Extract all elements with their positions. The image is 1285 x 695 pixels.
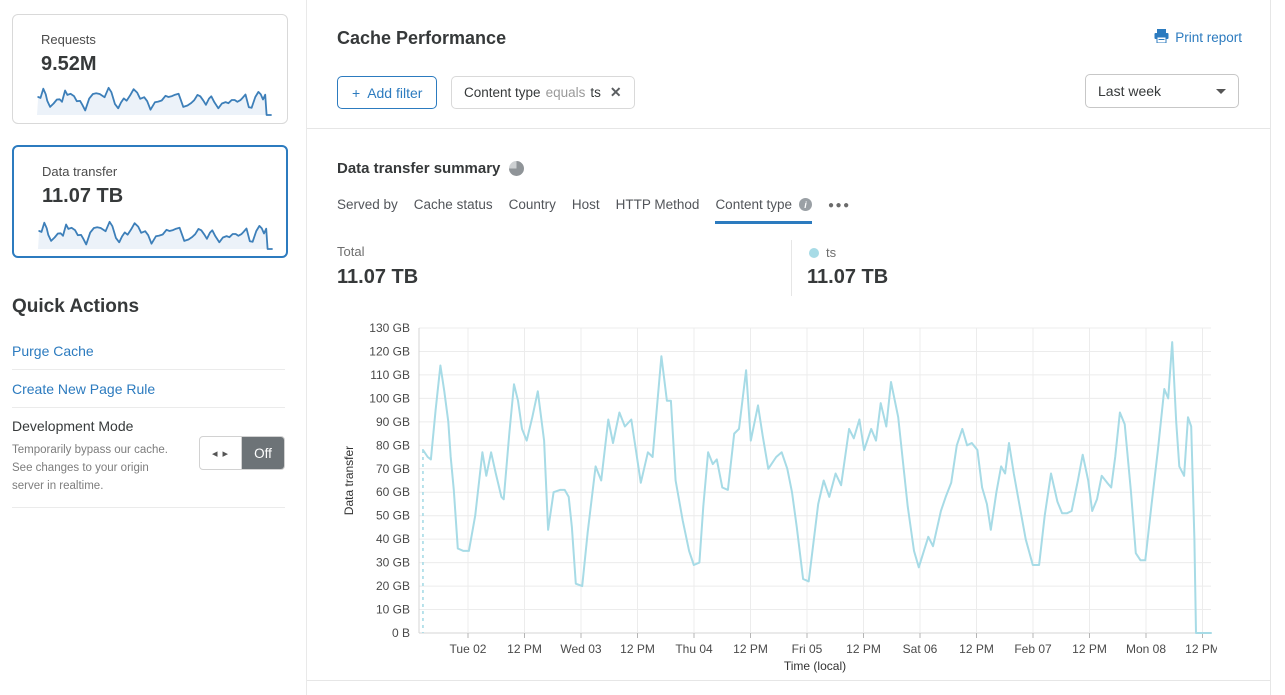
- filter-value: ts: [590, 85, 601, 100]
- svg-text:12 PM: 12 PM: [507, 642, 542, 656]
- development-mode-toggle[interactable]: ◂ ▸ Off: [199, 436, 285, 470]
- info-icon[interactable]: i: [799, 198, 812, 211]
- data-transfer-card[interactable]: Data transfer 11.07 TB: [12, 145, 288, 258]
- divider: [307, 680, 1270, 681]
- data-transfer-card-value: 11.07 TB: [42, 185, 124, 207]
- svg-text:20 GB: 20 GB: [376, 579, 410, 593]
- pie-chart-icon: [509, 161, 525, 176]
- filter-operator: equals: [545, 85, 586, 100]
- svg-text:Thu 04: Thu 04: [675, 642, 713, 656]
- summary-title: Data transfer summary: [337, 160, 525, 177]
- svg-text:12 PM: 12 PM: [846, 642, 881, 656]
- create-page-rule-link[interactable]: Create New Page Rule: [12, 381, 156, 397]
- main-panel: Cache Performance Print report + Add fil…: [306, 0, 1271, 695]
- divider: [12, 507, 285, 508]
- add-filter-button[interactable]: + Add filter: [337, 76, 438, 109]
- more-tabs-icon[interactable]: ●●●: [828, 200, 851, 211]
- close-icon[interactable]: ✕: [609, 84, 622, 100]
- summary-tabs: Served by Cache status Country Host HTTP…: [337, 197, 851, 224]
- tab-country[interactable]: Country: [508, 197, 556, 212]
- legend-dot-icon: [809, 247, 819, 258]
- tab-cache-status[interactable]: Cache status: [413, 197, 493, 212]
- requests-sparkline: [35, 81, 273, 117]
- tab-content-type[interactable]: Content type i: [715, 197, 812, 224]
- toggle-arrows-icon: ◂ ▸: [200, 437, 242, 469]
- total-label: Total: [337, 244, 365, 259]
- chevron-down-icon: [1216, 88, 1226, 94]
- svg-text:50 GB: 50 GB: [376, 509, 410, 523]
- data-transfer-chart[interactable]: 0 B 10 GB 20 GB 30 GB 40 GB 50 GB 60 GB 70 GB 80…: [337, 318, 1220, 674]
- svg-text:0 B: 0 B: [392, 626, 410, 640]
- svg-text:90 GB: 90 GB: [376, 415, 410, 429]
- quick-actions-title: Quick Actions: [12, 296, 140, 317]
- filter-field: Content type: [464, 85, 541, 100]
- requests-card-label: Requests: [41, 32, 96, 47]
- tab-host[interactable]: Host: [571, 197, 600, 212]
- svg-text:70 GB: 70 GB: [376, 462, 410, 476]
- toggle-off-label: Off: [242, 437, 284, 469]
- svg-text:12 PM: 12 PM: [620, 642, 655, 656]
- requests-card[interactable]: Requests 9.52M: [12, 14, 288, 124]
- plus-icon: +: [352, 84, 361, 101]
- page-title: Cache Performance: [337, 28, 507, 48]
- svg-text:12 PM: 12 PM: [733, 642, 768, 656]
- print-report-link[interactable]: Print report: [1154, 29, 1242, 46]
- add-filter-label: Add filter: [367, 84, 423, 101]
- svg-text:12 PM: 12 PM: [1072, 642, 1107, 656]
- divider: [12, 407, 285, 408]
- svg-text:40 GB: 40 GB: [376, 532, 410, 546]
- svg-text:12 PM: 12 PM: [1185, 642, 1217, 656]
- filter-chip[interactable]: Content type equals ts ✕: [451, 76, 635, 109]
- total-value: 11.07 TB: [337, 266, 419, 288]
- sidebar: Requests 9.52M Data transfer 11.07 TB Qu…: [0, 0, 306, 695]
- development-mode-title: Development Mode: [12, 418, 134, 434]
- date-range-value: Last week: [1098, 83, 1162, 99]
- svg-text:Fri 05: Fri 05: [792, 642, 823, 656]
- svg-text:Feb 07: Feb 07: [1014, 642, 1052, 656]
- svg-text:10 GB: 10 GB: [376, 603, 410, 617]
- tab-http-method[interactable]: HTTP Method: [615, 197, 700, 212]
- svg-text:60 GB: 60 GB: [376, 485, 410, 499]
- svg-text:Mon 08: Mon 08: [1126, 642, 1166, 656]
- date-range-select[interactable]: Last week: [1085, 74, 1239, 108]
- svg-text:Time (local): Time (local): [784, 659, 846, 673]
- divider: [791, 240, 792, 296]
- development-mode-description: Temporarily bypass our cache. See change…: [12, 444, 168, 492]
- legend-value: 11.07 TB: [807, 266, 889, 288]
- svg-text:Sat 06: Sat 06: [903, 642, 938, 656]
- legend-name: ts: [826, 245, 837, 260]
- data-transfer-sparkline: [36, 215, 274, 251]
- divider: [307, 128, 1270, 129]
- divider: [12, 369, 285, 370]
- svg-text:100 GB: 100 GB: [369, 391, 410, 405]
- tab-content-type-label: Content type: [715, 197, 792, 212]
- svg-text:30 GB: 30 GB: [376, 556, 410, 570]
- svg-text:110 GB: 110 GB: [370, 368, 410, 382]
- data-transfer-card-label: Data transfer: [42, 164, 118, 179]
- requests-card-value: 9.52M: [41, 53, 97, 75]
- svg-text:Data transfer: Data transfer: [342, 446, 356, 515]
- svg-text:80 GB: 80 GB: [376, 438, 410, 452]
- svg-text:Tue 02: Tue 02: [450, 642, 487, 656]
- print-report-label: Print report: [1175, 30, 1242, 45]
- svg-text:Wed 03: Wed 03: [560, 642, 601, 656]
- purge-cache-link[interactable]: Purge Cache: [12, 343, 94, 359]
- svg-text:130 GB: 130 GB: [369, 321, 410, 335]
- summary-title-text: Data transfer summary: [337, 160, 501, 177]
- svg-text:120 GB: 120 GB: [369, 344, 410, 358]
- legend-item-ts[interactable]: ts: [809, 245, 836, 260]
- printer-icon: [1154, 29, 1169, 46]
- svg-text:12 PM: 12 PM: [959, 642, 994, 656]
- tab-served-by[interactable]: Served by: [337, 197, 398, 212]
